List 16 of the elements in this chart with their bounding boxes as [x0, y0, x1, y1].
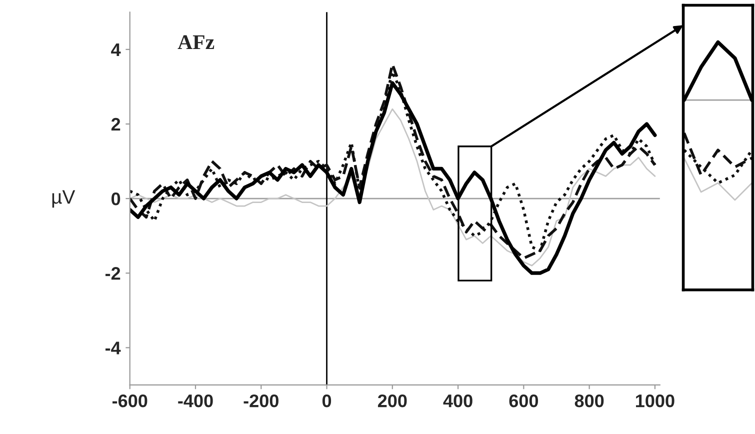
- y-tick-label: -4: [105, 342, 121, 354]
- x-tick-label: -200: [244, 394, 278, 408]
- x-tick-label: 1000: [636, 394, 674, 408]
- annotation: AFz: [178, 35, 214, 49]
- x-tick-label: -600: [112, 394, 148, 408]
- x-tick-label: 800: [574, 394, 604, 408]
- y-tick-label: 4: [111, 44, 121, 56]
- x-tick-label: 400: [443, 394, 472, 408]
- y-tick-label: -2: [105, 267, 120, 280]
- y-axis-title: µV: [52, 190, 76, 208]
- y-tick-label: 2: [111, 118, 120, 131]
- x-tick-label: 600: [509, 394, 538, 408]
- y-tick-label: 0: [112, 192, 120, 206]
- x-tick-label: -400: [178, 394, 213, 408]
- x-tick-label: 0: [322, 394, 332, 408]
- x-tick-label: 200: [378, 394, 407, 408]
